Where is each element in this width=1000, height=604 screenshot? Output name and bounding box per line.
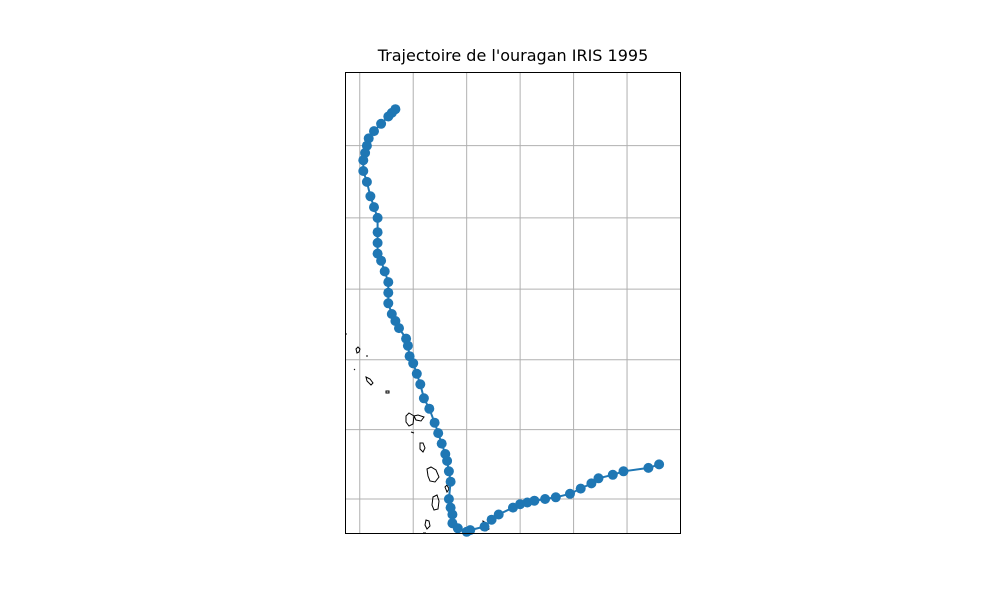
- track-point: [411, 368, 422, 379]
- track-point: [408, 358, 419, 369]
- track-point: [365, 191, 376, 202]
- track-point: [493, 509, 504, 520]
- island-guadeloupe: [405, 412, 425, 427]
- track-point: [369, 126, 379, 137]
- track-line: [362, 108, 660, 533]
- island-grenada: [424, 519, 431, 530]
- track-point: [654, 459, 665, 470]
- track-point: [618, 466, 629, 477]
- track-point: [361, 176, 372, 187]
- track-point: [452, 523, 463, 534]
- track-point: [565, 488, 575, 499]
- island-antigua: [385, 390, 390, 394]
- track-point: [607, 469, 618, 480]
- track-point: [593, 473, 604, 484]
- track-point: [358, 155, 369, 166]
- track-point: [383, 287, 394, 298]
- island-barbados: [431, 494, 440, 511]
- track-point: [394, 323, 404, 334]
- track-point: [379, 266, 390, 277]
- track-point: [383, 298, 394, 309]
- track-point: [372, 227, 383, 238]
- chart-title: Trajectoire de l'ouragan IRIS 1995: [377, 46, 649, 65]
- island-marie-galante: [410, 431, 415, 434]
- track-point: [376, 255, 387, 266]
- track-point: [479, 521, 490, 532]
- axes-frame: [345, 72, 681, 534]
- track-point: [443, 494, 454, 504]
- track-point: [376, 118, 387, 129]
- track-point: [486, 514, 497, 525]
- track-point: [586, 478, 597, 489]
- track-point: [443, 466, 454, 477]
- track-point: [529, 495, 540, 506]
- track-point: [643, 462, 654, 473]
- track-point: [418, 393, 429, 404]
- track-point: [445, 476, 456, 487]
- track-point: [402, 340, 413, 351]
- track-point: [442, 455, 453, 466]
- track-point: [540, 494, 551, 504]
- track-point: [383, 111, 394, 122]
- track-point: [369, 202, 379, 213]
- hurricane-track: [358, 104, 665, 537]
- track-point: [436, 438, 447, 449]
- track-point: [465, 525, 476, 536]
- track-point: [372, 237, 383, 248]
- track-point: [429, 417, 440, 428]
- gridlines: [345, 72, 681, 534]
- track-point: [447, 509, 458, 520]
- track-point: [415, 379, 426, 390]
- track-point: [383, 277, 394, 288]
- track-point: [424, 403, 435, 414]
- island-st-kitts: [365, 376, 374, 386]
- track-point: [433, 428, 444, 439]
- island-st-martin: [355, 346, 361, 354]
- track-point: [575, 483, 586, 494]
- track-point: [358, 166, 369, 176]
- island-dominica: [419, 442, 426, 453]
- track-point: [372, 212, 383, 223]
- island-martinique: [426, 466, 440, 483]
- island-saba: [353, 368, 356, 371]
- track-point: [550, 492, 561, 503]
